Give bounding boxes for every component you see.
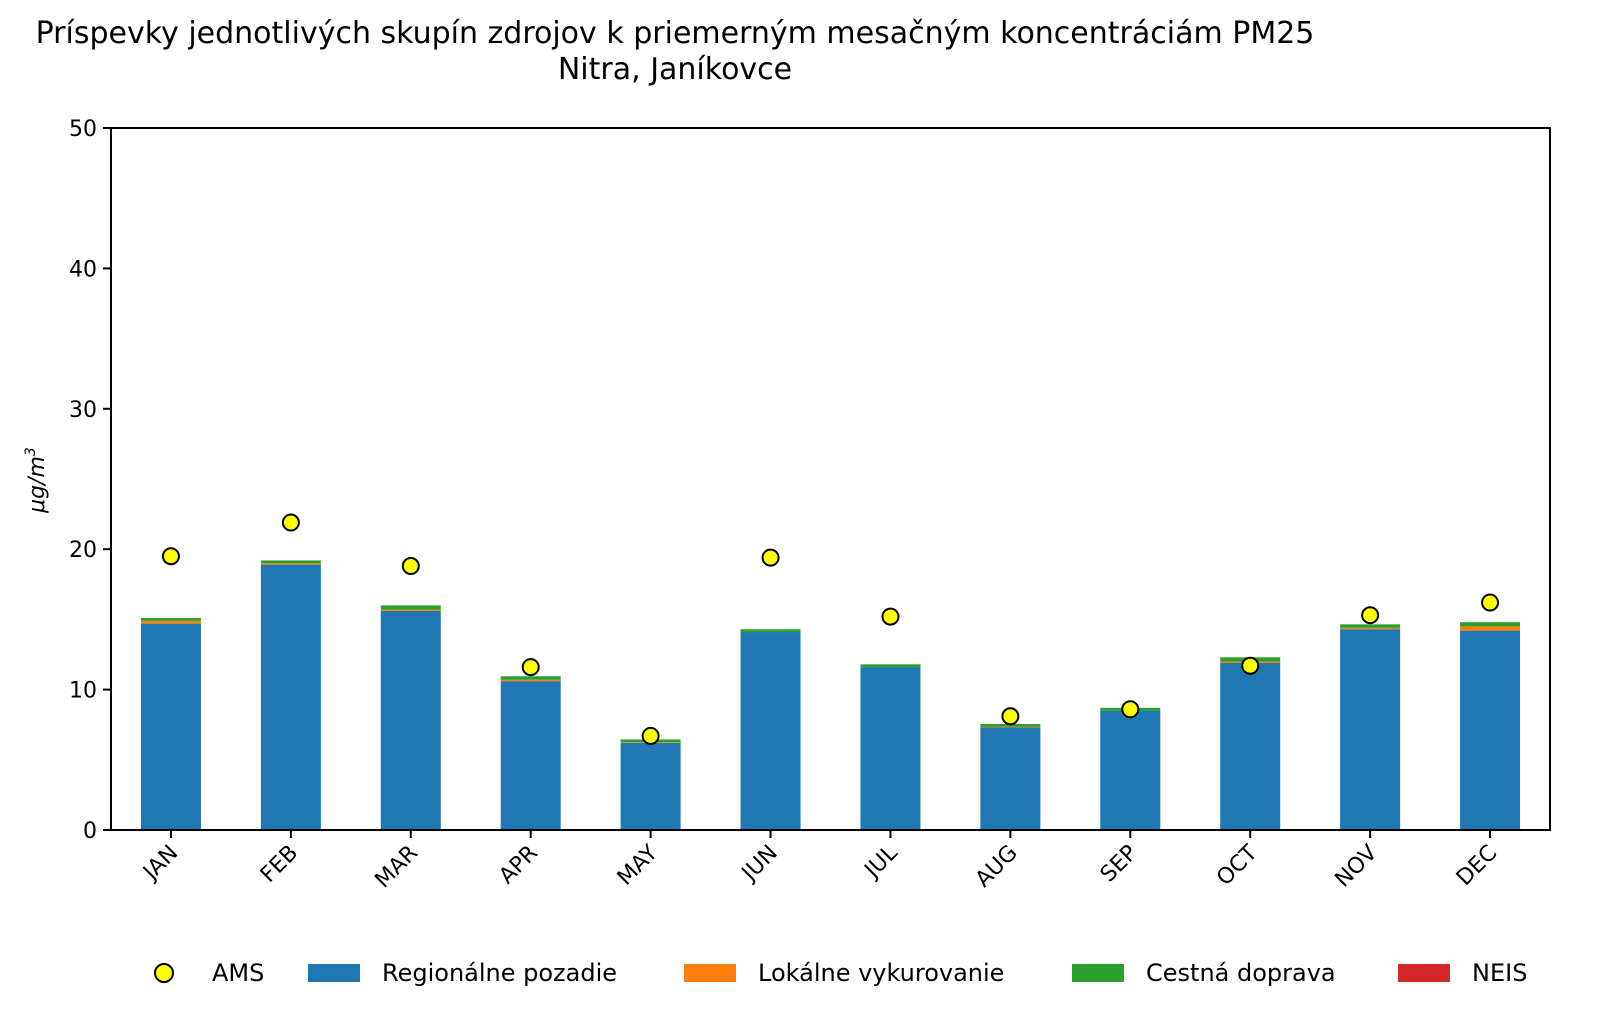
bar-lok-lne-vykurovanie-aug [980,726,1041,728]
bar-cestn-doprava-jun [740,629,801,633]
ams-point-oct [1241,656,1260,675]
x-tick-label: OCT [1212,840,1263,891]
bar-lok-lne-vykurovanie-mar [380,609,441,611]
ams-point-feb [281,513,300,532]
bar-region-lne-pozadie-aug [980,727,1041,830]
legend-label: Cestná doprava [1146,959,1336,987]
plot-frame [110,127,1551,831]
chart-area: 0 10 20 30 40 50 JAN FEB MAR APR MAY JUN JUL AUG SEP O… [23,117,1551,894]
y-tick-label: 50 [69,117,97,142]
chart-subtitle: Nitra, Janíkovce [557,52,793,87]
bar-region-lne-pozadie-nov [1340,629,1401,830]
ams-point-jun [761,548,780,567]
y-axis-label: μg/m3 [23,447,50,514]
bar-lok-lne-vykurovanie-dec [1460,626,1521,631]
legend-item-cestna-doprava: Cestná doprava [1072,948,1336,998]
ams-point-nov [1361,606,1380,625]
bar-cestn-doprava-aug [980,723,1041,727]
x-tick-label: MAY [613,840,663,890]
bar-region-lne-pozadie-mar [380,610,441,830]
bar-region-lne-pozadie-oct [1220,662,1281,830]
legend-label: NEIS [1472,959,1528,987]
y-tick-label: 0 [83,819,97,844]
x-tick-label: JUN [736,841,783,888]
bar-cestn-doprava-mar [380,605,441,610]
bar-lok-lne-vykurovanie-jan [140,620,201,624]
bar-cestn-doprava-dec [1460,622,1521,627]
bar-region-lne-pozadie-jun [740,632,801,830]
y-tick-label: 40 [69,257,97,282]
ams-point-jan [161,547,180,566]
ams-point-dec [1481,593,1500,612]
bar-region-lne-pozadie-apr [500,681,561,830]
x-tick-label: MAR [370,841,423,894]
x-tick-label: NOV [1330,841,1382,893]
bar-region-lne-pozadie-may [620,742,681,830]
legend-swatch [1072,964,1124,982]
ams-point-mar [401,557,420,576]
legend-item-ams: AMS [136,948,264,998]
x-tick-label: FEB [256,841,303,888]
legend-item-neis: NEIS [1398,948,1527,998]
x-tick-label: APR [494,841,543,890]
x-tick-label: JUL [859,840,903,884]
x-tick-label: JAN [138,841,184,887]
legend-swatch [1398,964,1450,982]
bar-cestn-doprava-jan [140,617,201,621]
legend-item-regionalne-pozadie: Regionálne pozadie [308,948,617,998]
bar-lok-lne-vykurovanie-feb [260,563,321,565]
legend-label: Lokálne vykurovanie [758,959,1005,987]
ams-point-apr [521,658,540,677]
bar-region-lne-pozadie-jul [860,667,921,830]
legend-label: Regionálne pozadie [382,959,618,987]
y-tick-label: 30 [69,398,97,423]
bar-cestn-doprava-nov [1340,624,1401,628]
y-tick-label: 20 [69,538,97,563]
bar-cestn-doprava-apr [500,676,561,680]
bar-region-lne-pozadie-sep [1100,710,1161,830]
ams-point-aug [1001,707,1020,726]
bar-lok-lne-vykurovanie-apr [500,679,561,682]
x-tick-label: AUG [971,841,1023,893]
legend-swatch [308,964,360,982]
y-tick-label: 10 [69,679,97,704]
ams-point-may [641,726,660,745]
ams-point-sep [1121,700,1140,719]
bar-lok-lne-vykurovanie-nov [1340,627,1401,630]
legend: AMS Regionálne pozadie Lokálne vykurovan… [0,948,1600,998]
bar-region-lne-pozadie-feb [260,564,321,830]
x-tick-label: SEP [1096,841,1143,888]
bar-region-lne-pozadie-dec [1460,630,1521,830]
x-tick-label: DEC [1452,841,1502,891]
ams-point-jul [881,607,900,626]
chart-title: Príspevky jednotlivých skupín zdrojov k … [35,16,1315,51]
legend-marker-ams [154,963,174,983]
bar-region-lne-pozadie-jan [140,623,201,830]
legend-item-lokalne-vykurovanie: Lokálne vykurovanie [684,948,1004,998]
bar-cestn-doprava-jul [860,664,921,668]
legend-swatch [684,964,736,982]
legend-label: AMS [212,959,265,987]
bar-cestn-doprava-feb [260,560,321,564]
